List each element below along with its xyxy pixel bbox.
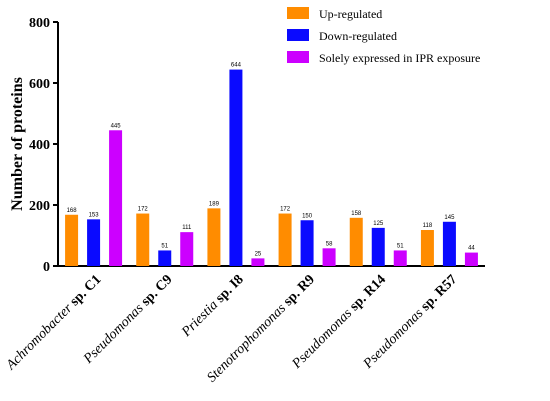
legend-label: Up-regulated [319, 7, 382, 21]
bar-up-regulated-3 [207, 208, 221, 266]
bar-down-regulated-3 [229, 69, 243, 266]
legend-label: Solely expressed in IPR exposure [319, 51, 480, 65]
data-label: 445 [111, 123, 122, 129]
data-label: 111 [182, 225, 192, 231]
bar-solely-expressed-in-ipr-exposure-4 [322, 248, 336, 266]
data-label: 189 [209, 201, 220, 207]
bar-down-regulated-2 [158, 250, 172, 266]
bar-up-regulated-5 [349, 217, 363, 266]
bar-solely-expressed-in-ipr-exposure-2 [180, 232, 194, 266]
data-label: 172 [280, 207, 291, 213]
data-labels: 168 153 445 172 51 111 189 644 25 172 150 58 158 125 5… [67, 63, 476, 258]
bar-down-regulated-4 [300, 220, 314, 266]
data-label: 158 [351, 211, 362, 217]
legend: Up-regulated Down-regulated Solely express… [287, 7, 480, 65]
bar-up-regulated-1 [65, 214, 79, 266]
legend-label: Down-regulated [319, 29, 397, 43]
bar-solely-expressed-in-ipr-exposure-3 [251, 258, 265, 266]
bar-solely-expressed-in-ipr-exposure-5 [393, 250, 407, 266]
data-label: 150 [302, 213, 313, 219]
data-label: 125 [373, 221, 384, 227]
y-tick-label: 0 [43, 260, 50, 275]
bar-solely-expressed-in-ipr-exposure-6 [464, 252, 478, 266]
bars [65, 69, 478, 266]
data-label: 44 [468, 246, 475, 252]
bar-up-regulated-4 [278, 213, 292, 266]
y-tick-label: 400 [29, 138, 50, 153]
legend-swatch [287, 51, 309, 63]
data-label: 153 [89, 212, 100, 218]
data-label: 172 [138, 207, 149, 213]
bar-solely-expressed-in-ipr-exposure-1 [109, 130, 123, 266]
data-label: 644 [231, 63, 242, 69]
axes: 0 200 400 600 800 Number of proteins [9, 16, 485, 275]
bar-down-regulated-1 [87, 219, 101, 266]
y-tick-label: 200 [29, 199, 50, 214]
y-tick-label: 800 [29, 16, 50, 31]
data-label: 51 [397, 243, 404, 249]
bar-up-regulated-6 [420, 230, 434, 266]
bar-down-regulated-5 [371, 227, 385, 266]
y-axis-title: Number of proteins [9, 77, 26, 211]
data-label: 168 [67, 208, 78, 214]
data-label: 51 [161, 243, 168, 249]
data-label: 58 [326, 241, 333, 247]
x-tick-label: Priestia sp. I8 [178, 272, 246, 340]
data-label: 118 [423, 223, 433, 229]
legend-swatch [287, 29, 309, 41]
data-label: 145 [444, 215, 455, 221]
bar-down-regulated-6 [442, 221, 456, 266]
data-label: 25 [255, 251, 262, 257]
bar-up-regulated-2 [136, 213, 150, 266]
y-tick-label: 600 [29, 77, 50, 92]
legend-swatch [287, 7, 309, 19]
